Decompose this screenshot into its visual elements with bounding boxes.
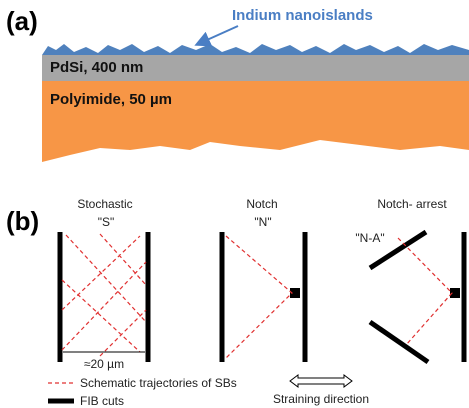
legend-label: Straining direction: [273, 392, 369, 406]
nanoislands: [42, 44, 469, 55]
design-code: "N-A": [355, 231, 384, 245]
trajectory: [398, 238, 452, 345]
arrow: [198, 26, 238, 44]
trajectory: [226, 236, 292, 358]
islands-label: Indium nanoislands: [232, 7, 373, 24]
film-label: PdSi, 400 nm: [50, 59, 143, 76]
design-name: Stochastic: [77, 197, 132, 211]
panel-label: (a): [6, 6, 38, 36]
design-name: Notch- arrest: [377, 197, 447, 211]
panel-label: (b): [6, 206, 39, 236]
legend-label: Schematic trajectories of SBs: [80, 376, 237, 390]
figure: (a) Indium nanoislands PdSi, 400 nm Poly…: [0, 0, 469, 408]
scale-label: ≈20 µm: [84, 357, 124, 371]
fib-cut: [370, 322, 428, 362]
design-code: "S": [98, 215, 115, 229]
legend-label: FIB cuts: [80, 394, 124, 408]
straining-arrow: [290, 375, 352, 387]
design-name: Notch: [246, 197, 277, 211]
substrate-label: Polyimide, 50 µm: [50, 91, 172, 108]
design-code: "N": [254, 215, 271, 229]
trajectory: [62, 234, 146, 356]
